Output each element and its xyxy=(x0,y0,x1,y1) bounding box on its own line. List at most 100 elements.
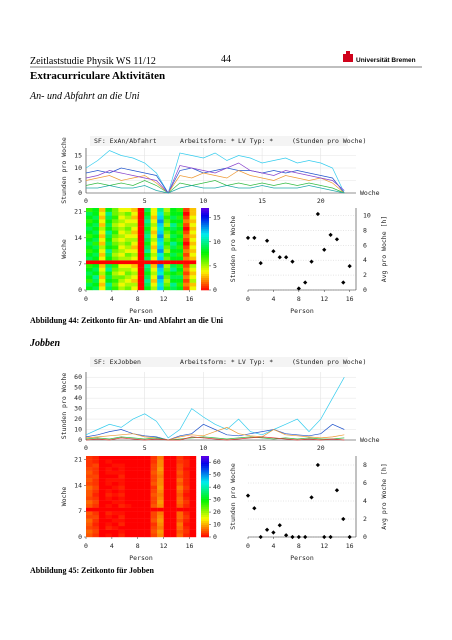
heat-cell xyxy=(150,514,158,519)
colorbar-step xyxy=(201,516,209,520)
colorbar-step xyxy=(201,255,209,258)
heat-cell xyxy=(118,234,126,239)
heat-cell xyxy=(131,529,138,534)
heat-cell xyxy=(98,260,106,265)
heat-cell xyxy=(150,256,158,261)
heat-cell xyxy=(163,252,171,257)
heat-cell xyxy=(137,241,145,246)
heat-cell xyxy=(137,456,145,460)
x-tick-label: 0 xyxy=(84,444,88,452)
colorbar-step xyxy=(201,484,209,487)
heat-cell xyxy=(189,249,197,253)
colorbar-step xyxy=(201,458,209,461)
heat-cell xyxy=(105,514,113,519)
heat-cell xyxy=(131,226,138,231)
heat-cell xyxy=(98,237,106,242)
heat-cell xyxy=(105,237,113,242)
heat-cell xyxy=(105,511,113,516)
heat-cell xyxy=(124,226,132,231)
heat-cell xyxy=(124,470,132,475)
heat-cell xyxy=(111,282,119,287)
heat-cell xyxy=(189,456,197,460)
heat-cell xyxy=(150,219,158,224)
heat-cell xyxy=(92,507,100,512)
heat-cell xyxy=(118,485,126,490)
heat-cell xyxy=(118,260,126,265)
x-tick-label: 8 xyxy=(136,542,140,550)
heat-cell xyxy=(92,286,100,291)
heat-cell xyxy=(144,474,151,479)
heat-cell xyxy=(118,230,126,235)
point xyxy=(347,264,352,269)
heat-cell xyxy=(105,481,113,486)
heat-cell xyxy=(157,286,164,291)
heat-cell xyxy=(144,215,151,220)
colorbar-step xyxy=(201,488,209,491)
heat-cell xyxy=(189,503,197,508)
heat-cell xyxy=(183,241,190,246)
series-line xyxy=(85,180,345,194)
heat-cell xyxy=(118,489,126,494)
heat-cell xyxy=(163,529,171,534)
heat-cell xyxy=(118,507,126,512)
heat-cell xyxy=(92,518,100,523)
heat-cell xyxy=(118,459,126,464)
heat-cell xyxy=(150,222,158,227)
colorbar-step xyxy=(201,472,209,475)
heat-cell xyxy=(176,230,184,235)
colorbar-step xyxy=(201,228,209,231)
heat-cell xyxy=(124,249,132,253)
colorbar-step xyxy=(201,234,209,237)
heat-cell xyxy=(144,263,151,268)
heat-cell xyxy=(157,456,164,460)
x-tick-label: 4 xyxy=(271,542,275,550)
colorbar-step xyxy=(201,216,209,219)
heat-cell xyxy=(150,489,158,494)
heat-cell xyxy=(150,245,158,250)
heat-cell xyxy=(163,249,171,253)
point xyxy=(309,495,314,500)
heat-cell xyxy=(111,514,119,519)
y-tick-label: 60 xyxy=(74,373,82,381)
point xyxy=(303,534,308,540)
colorbar-step xyxy=(201,474,209,477)
heat-cell xyxy=(189,271,197,276)
colorbar-step xyxy=(201,246,209,250)
heat-cell xyxy=(86,481,93,486)
heat-cell xyxy=(105,533,113,538)
heat-cell xyxy=(144,267,151,272)
point xyxy=(245,235,251,240)
heat-cell xyxy=(176,492,184,497)
heat-cell xyxy=(144,234,151,239)
heat-cell xyxy=(98,474,106,479)
heat-cell xyxy=(118,514,126,519)
colorbar-step xyxy=(201,224,209,227)
heat-cell xyxy=(150,492,158,497)
heat-cell xyxy=(105,456,113,460)
heat-cell xyxy=(183,275,190,280)
colorbar-step xyxy=(201,492,209,495)
heat-cell xyxy=(150,503,158,508)
heat-cell xyxy=(105,492,113,497)
point xyxy=(328,534,333,540)
heat-cell xyxy=(111,263,119,268)
heat-cell xyxy=(105,500,113,505)
caption: Abbildung 44: Zeitkonto für An- und Abfa… xyxy=(30,316,224,325)
heat-cell xyxy=(176,485,184,490)
heat-cell xyxy=(86,463,93,468)
heat-cell xyxy=(163,263,171,268)
colorbar-step xyxy=(201,265,209,268)
heat-cell xyxy=(92,215,100,220)
heat-cell xyxy=(150,237,158,242)
colorbar-step xyxy=(201,257,209,260)
point xyxy=(315,211,321,217)
heat-cell xyxy=(137,511,145,516)
y-tick-label: 21 xyxy=(74,456,82,464)
heat-cell xyxy=(92,478,100,482)
heat-cell xyxy=(124,241,132,246)
heat-cell xyxy=(137,282,145,287)
colorbar-tick-label: 20 xyxy=(213,508,221,516)
heat-cell xyxy=(98,211,106,216)
heat-cell xyxy=(183,500,190,505)
heat-cell xyxy=(176,467,184,471)
